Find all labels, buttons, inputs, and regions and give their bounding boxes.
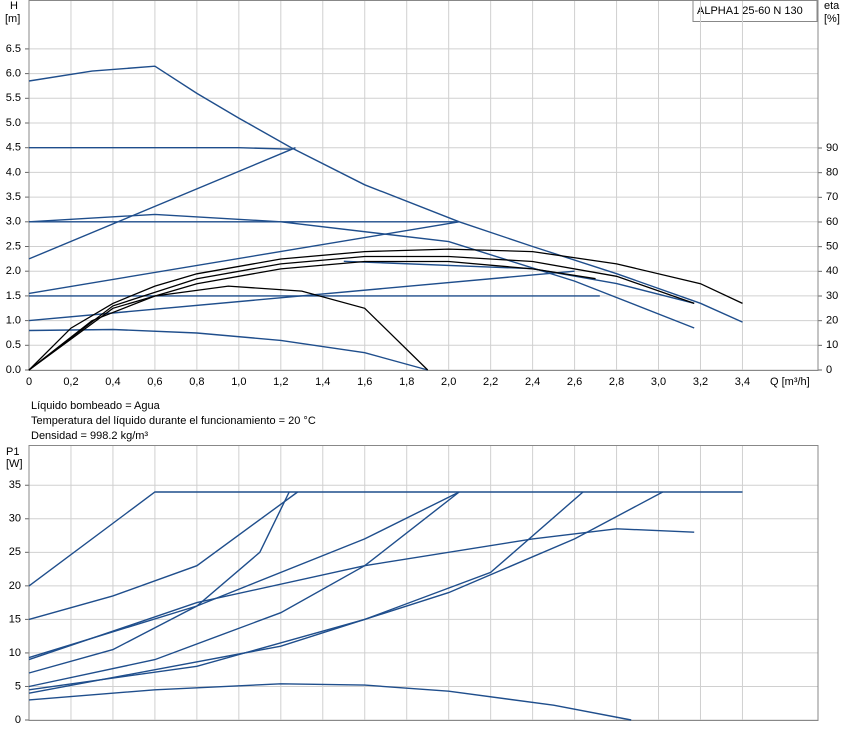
- y-tick-label: 4.5: [6, 142, 21, 154]
- curve: [28, 528, 695, 661]
- model-label: ALPHA1 25-60 N 130: [697, 5, 803, 17]
- y-tick-label: 3.5: [6, 191, 21, 203]
- y2-tick-label: 40: [826, 265, 838, 277]
- y-tick-label: 1.5: [6, 290, 21, 302]
- x-axis-label: Q [m³/h]: [770, 376, 810, 388]
- y2-tick-label: 90: [826, 142, 838, 154]
- x-tick-label: 3,2: [693, 376, 708, 388]
- curve: [28, 213, 695, 329]
- note: Líquido bombeado = Agua: [31, 400, 161, 412]
- x-tick-label: 2,0: [441, 376, 456, 388]
- x-tick-label: 2,8: [609, 376, 624, 388]
- x-tick-label: 0,6: [147, 376, 162, 388]
- y-axis-unit: [W]: [6, 458, 23, 470]
- curve: [28, 147, 296, 260]
- curve: [28, 260, 596, 371]
- y-tick-label: 25: [9, 546, 21, 558]
- y-tick-label: 15: [9, 613, 21, 625]
- x-tick-label: 2,2: [483, 376, 498, 388]
- y2-tick-label: 30: [826, 290, 838, 302]
- x-tick-label: 0: [26, 376, 32, 388]
- y-tick-label: 5.0: [6, 117, 21, 129]
- y-axis-label: P1: [6, 446, 19, 458]
- y-tick-label: 35: [9, 479, 21, 491]
- x-tick-label: 3,0: [651, 376, 666, 388]
- x-tick-label: 0,8: [189, 376, 204, 388]
- y-tick-label: 3.0: [6, 216, 21, 228]
- y2-axis-label: eta: [824, 0, 840, 12]
- x-tick-label: 1,0: [231, 376, 246, 388]
- y-tick-label: 2.0: [6, 265, 21, 277]
- y-tick-label: 1.0: [6, 315, 21, 327]
- plot-frame: [28, 0, 819, 371]
- note: Densidad = 998.2 kg/m³: [31, 430, 148, 442]
- y-tick-label: 0: [15, 714, 21, 726]
- curve: [28, 65, 743, 323]
- y-tick-label: 0.0: [6, 364, 21, 376]
- y2-tick-label: 70: [826, 191, 838, 203]
- y-tick-label: 6.0: [6, 68, 21, 80]
- note: Temperatura del líquido durante el funci…: [31, 415, 316, 427]
- y2-axis-unit: [%]: [824, 13, 840, 25]
- y-tick-label: 2.5: [6, 240, 21, 252]
- x-tick-label: 1,8: [399, 376, 414, 388]
- curve: [28, 683, 632, 721]
- curve: [29, 147, 292, 150]
- y2-tick-label: 50: [826, 241, 838, 253]
- y-tick-label: 0.5: [6, 339, 21, 351]
- y-tick-label: 30: [9, 513, 21, 525]
- curve: [28, 285, 429, 371]
- y-tick-label: 6.5: [6, 43, 21, 55]
- curve: [28, 328, 428, 371]
- y-tick-label: 10: [9, 647, 21, 659]
- y2-tick-label: 10: [826, 339, 838, 351]
- y2-tick-label: 60: [826, 216, 838, 228]
- curve: [343, 260, 695, 304]
- y2-tick-label: 80: [826, 167, 838, 179]
- x-tick-label: 1,2: [273, 376, 288, 388]
- x-tick-label: 0,2: [63, 376, 78, 388]
- y2-tick-label: 20: [826, 315, 838, 327]
- curve: [28, 491, 299, 621]
- curve: [28, 248, 743, 371]
- y-tick-label: 5.5: [6, 92, 21, 104]
- x-tick-label: 0,4: [105, 376, 120, 388]
- y2-tick-label: 0: [826, 364, 832, 376]
- y-tick-label: 5: [15, 680, 21, 692]
- plot: [25, 445, 819, 721]
- plot-frame: [28, 445, 819, 721]
- x-tick-label: 2,4: [525, 376, 540, 388]
- y-axis-unit: [m]: [5, 13, 20, 25]
- plot: [25, 0, 822, 371]
- x-tick-label: 1,6: [357, 376, 372, 388]
- y-tick-label: 4.0: [6, 166, 21, 178]
- x-tick-label: 3,4: [735, 376, 750, 388]
- curve: [28, 255, 695, 371]
- x-tick-label: 2,6: [567, 376, 582, 388]
- y-tick-label: 20: [9, 580, 21, 592]
- curve: [28, 491, 743, 587]
- y-axis-label: H: [10, 0, 18, 12]
- curve: [28, 270, 575, 322]
- x-tick-label: 1,4: [315, 376, 330, 388]
- curve: [28, 491, 460, 688]
- curve: [28, 491, 664, 694]
